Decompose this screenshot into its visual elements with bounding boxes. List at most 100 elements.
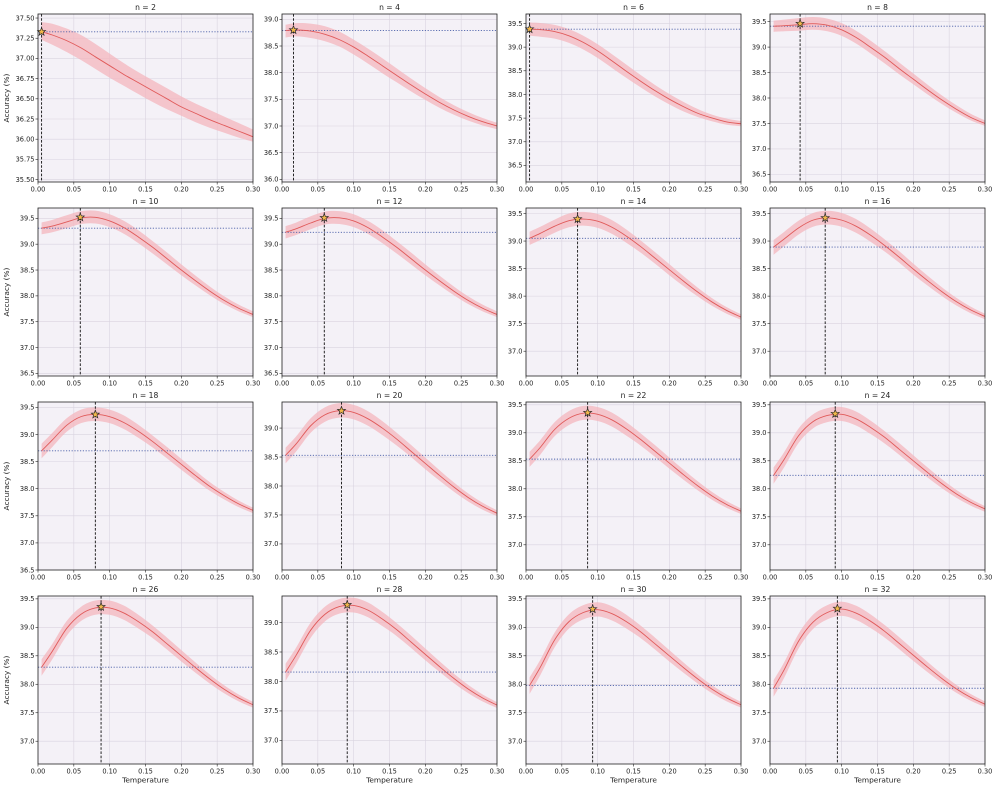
optimum-star-marker bbox=[587, 603, 598, 614]
optimum-star-marker bbox=[832, 603, 843, 613]
y-tick-label: 36.5 bbox=[20, 370, 35, 378]
accuracy-curve bbox=[529, 609, 741, 706]
accuracy-curve bbox=[285, 217, 497, 315]
x-tick-label: 0.10 bbox=[590, 380, 605, 388]
y-tick-label: 38.5 bbox=[752, 265, 767, 273]
x-axis-label: Temperature bbox=[853, 776, 901, 785]
y-tick-label: 38.5 bbox=[264, 266, 279, 274]
x-tick-label: 0.15 bbox=[382, 380, 397, 388]
x-axis-label: Temperature bbox=[365, 776, 413, 785]
x-tick-label: 0.00 bbox=[275, 380, 290, 388]
y-tick-label: 36.5 bbox=[264, 149, 279, 157]
optimum-star-marker bbox=[524, 23, 535, 34]
panel-15: 0.00 0.05 0.10 0.15 0.20 0.25 0.30 37.0 37.5 38.0… bbox=[508, 585, 749, 785]
optimum-star-marker bbox=[288, 24, 299, 35]
y-tick-label: 39.5 bbox=[752, 595, 767, 603]
x-tick-label: 0.15 bbox=[626, 574, 641, 582]
x-tick-label: 0.05 bbox=[554, 768, 569, 776]
y-tick-label: 38.0 bbox=[508, 681, 523, 689]
panel-title: n = 28 bbox=[377, 585, 403, 594]
x-tick-label: 0.00 bbox=[519, 768, 534, 776]
x-tick-label: 0.20 bbox=[418, 380, 433, 388]
y-tick-label: 38.5 bbox=[264, 42, 279, 50]
x-tick-label: 0.30 bbox=[490, 574, 505, 582]
x-tick-label: 0.05 bbox=[798, 768, 813, 776]
confidence-band bbox=[41, 599, 253, 708]
panel-13: 0.00 0.05 0.10 0.15 0.20 0.25 0.30 37.0 37.5 38.0… bbox=[2, 585, 260, 785]
x-tick-label: 0.15 bbox=[626, 380, 641, 388]
accuracy-curve bbox=[41, 31, 253, 138]
x-tick-label: 0.05 bbox=[310, 186, 325, 194]
x-tick-label: 0.15 bbox=[138, 380, 153, 388]
x-tick-label: 0.15 bbox=[382, 574, 397, 582]
x-tick-label: 0.10 bbox=[834, 768, 849, 776]
x-tick-label: 0.15 bbox=[382, 186, 397, 194]
x-tick-label: 0.30 bbox=[734, 186, 749, 194]
y-tick-label: 39.0 bbox=[508, 43, 523, 51]
x-tick-label: 0.00 bbox=[31, 380, 46, 388]
y-tick-label: 38.0 bbox=[264, 292, 279, 300]
x-tick-label: 0.00 bbox=[763, 574, 778, 582]
y-tick-label: 39.5 bbox=[508, 401, 523, 409]
confidence-band bbox=[773, 210, 985, 320]
confidence-band bbox=[285, 210, 497, 318]
y-tick-label: 38.5 bbox=[508, 652, 523, 660]
panel-3: 0.00 0.05 0.10 0.15 0.20 0.25 0.30 36.5 37.0 37.5… bbox=[508, 3, 749, 194]
y-tick-label: 35.75 bbox=[16, 156, 35, 164]
y-tick-label: 39.0 bbox=[20, 624, 35, 632]
accuracy-curve bbox=[529, 412, 741, 512]
x-tick-label: 0.10 bbox=[346, 380, 361, 388]
optimum-star-marker bbox=[830, 408, 841, 418]
confidence-band bbox=[773, 17, 985, 126]
accuracy-curve bbox=[773, 608, 985, 705]
panel-8: 0.00 0.05 0.10 0.15 0.20 0.25 0.30 37.0 37.5 38.0… bbox=[752, 197, 993, 388]
y-tick-label: 37.25 bbox=[16, 35, 35, 43]
panel-1: 0.00 0.05 0.10 0.15 0.20 0.25 0.30 35.50 35.75 36… bbox=[2, 3, 260, 194]
x-tick-label: 0.00 bbox=[519, 186, 534, 194]
y-tick-label: 38.5 bbox=[20, 266, 35, 274]
x-axis-label: Temperature bbox=[609, 776, 657, 785]
accuracy-curve bbox=[773, 413, 985, 510]
x-tick-label: 0.05 bbox=[310, 380, 325, 388]
x-tick-label: 0.15 bbox=[382, 768, 397, 776]
y-tick-label: 39.5 bbox=[508, 210, 523, 218]
x-tick-label: 0.10 bbox=[590, 574, 605, 582]
y-tick-label: 39.0 bbox=[752, 429, 767, 437]
x-tick-label: 0.10 bbox=[834, 574, 849, 582]
x-tick-label: 0.00 bbox=[31, 186, 46, 194]
optimum-star-marker bbox=[90, 409, 101, 419]
y-tick-label: 37.50 bbox=[16, 14, 35, 22]
optimum-star-marker bbox=[572, 213, 583, 224]
x-tick-label: 0.15 bbox=[870, 186, 885, 194]
x-tick-label: 0.30 bbox=[246, 574, 261, 582]
x-tick-label: 0.20 bbox=[418, 574, 433, 582]
x-tick-label: 0.25 bbox=[698, 186, 713, 194]
panel-2: 0.00 0.05 0.10 0.15 0.20 0.25 0.30 36.0 36.5 37.0… bbox=[264, 3, 505, 194]
x-tick-label: 0.20 bbox=[418, 186, 433, 194]
x-tick-label: 0.25 bbox=[942, 768, 957, 776]
panel-title: n = 4 bbox=[379, 3, 400, 12]
x-tick-label: 0.15 bbox=[138, 186, 153, 194]
y-tick-label: 38.0 bbox=[508, 91, 523, 99]
x-tick-label: 0.20 bbox=[174, 380, 189, 388]
panel-title: n = 20 bbox=[377, 391, 403, 400]
x-tick-label: 0.00 bbox=[519, 380, 534, 388]
x-tick-label: 0.20 bbox=[906, 186, 921, 194]
y-tick-label: 37.0 bbox=[264, 737, 279, 745]
y-tick-label: 39.5 bbox=[20, 595, 35, 603]
panel-title: n = 10 bbox=[133, 197, 159, 206]
panel-title: n = 12 bbox=[377, 197, 403, 206]
y-tick-label: 37.0 bbox=[20, 738, 35, 746]
x-tick-label: 0.15 bbox=[138, 574, 153, 582]
y-tick-label: 38.5 bbox=[264, 453, 279, 461]
optimum-star-marker bbox=[75, 212, 86, 222]
x-tick-label: 0.30 bbox=[246, 768, 261, 776]
x-tick-label: 0.30 bbox=[734, 574, 749, 582]
x-tick-label: 0.25 bbox=[454, 574, 469, 582]
panel-title: n = 30 bbox=[621, 585, 647, 594]
y-tick-label: 37.0 bbox=[264, 540, 279, 548]
y-tick-label: 38.5 bbox=[508, 457, 523, 465]
y-axis-label: Accuracy (%) bbox=[2, 655, 11, 704]
y-tick-label: 39.5 bbox=[20, 215, 35, 223]
